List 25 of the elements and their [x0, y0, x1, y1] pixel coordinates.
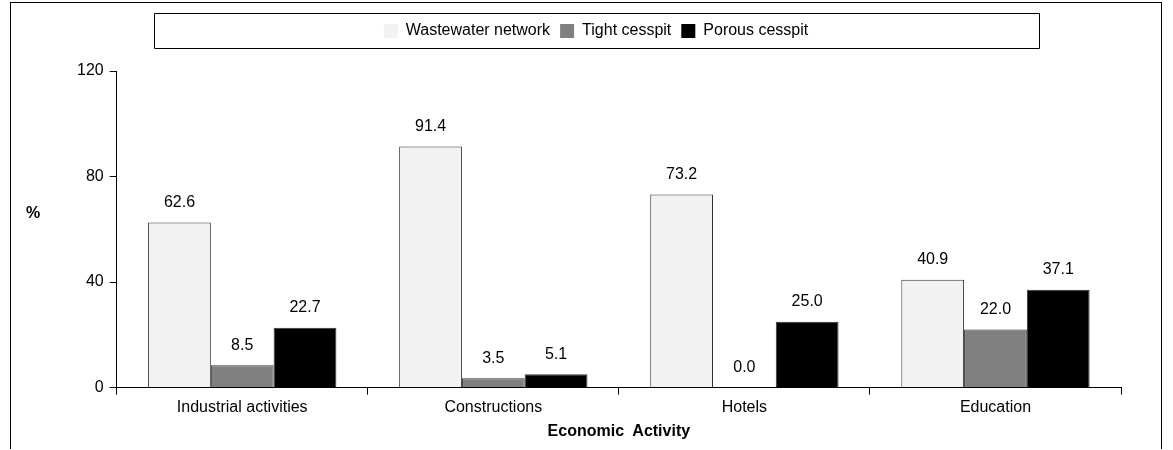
x-axis-title: Economic Activity [547, 421, 691, 439]
data-label: 0.0 [733, 358, 756, 376]
y-tick-label: 0 [94, 378, 104, 396]
data-label: 3.5 [482, 348, 505, 366]
legend-label: Porous cesspit [703, 21, 809, 39]
data-label: 8.5 [231, 335, 254, 353]
data-label: 5.1 [544, 344, 568, 362]
data-label: 22.0 [979, 299, 1012, 317]
y-tick-label: 120 [76, 61, 104, 79]
data-label: 62.6 [163, 192, 196, 210]
x-tick-label: Hotels [721, 397, 768, 415]
y-tick-label: 80 [85, 166, 104, 184]
y-axis-title: % [25, 203, 41, 221]
data-label: 25.0 [791, 292, 823, 310]
data-label: 40.9 [917, 250, 949, 268]
data-label: 91.4 [414, 116, 447, 134]
y-tick-label: 40 [85, 272, 104, 290]
x-tick-label: Education [959, 397, 1032, 415]
data-label: 22.7 [289, 298, 321, 316]
x-tick-label: Industrial activities [176, 397, 308, 415]
legend-label: Wastewater network [405, 21, 552, 39]
data-label: 73.2 [666, 164, 698, 182]
x-tick-label: Constructions [444, 397, 543, 415]
data-label: 37.1 [1042, 260, 1074, 278]
legend-label: Tight cesspit [582, 21, 672, 39]
